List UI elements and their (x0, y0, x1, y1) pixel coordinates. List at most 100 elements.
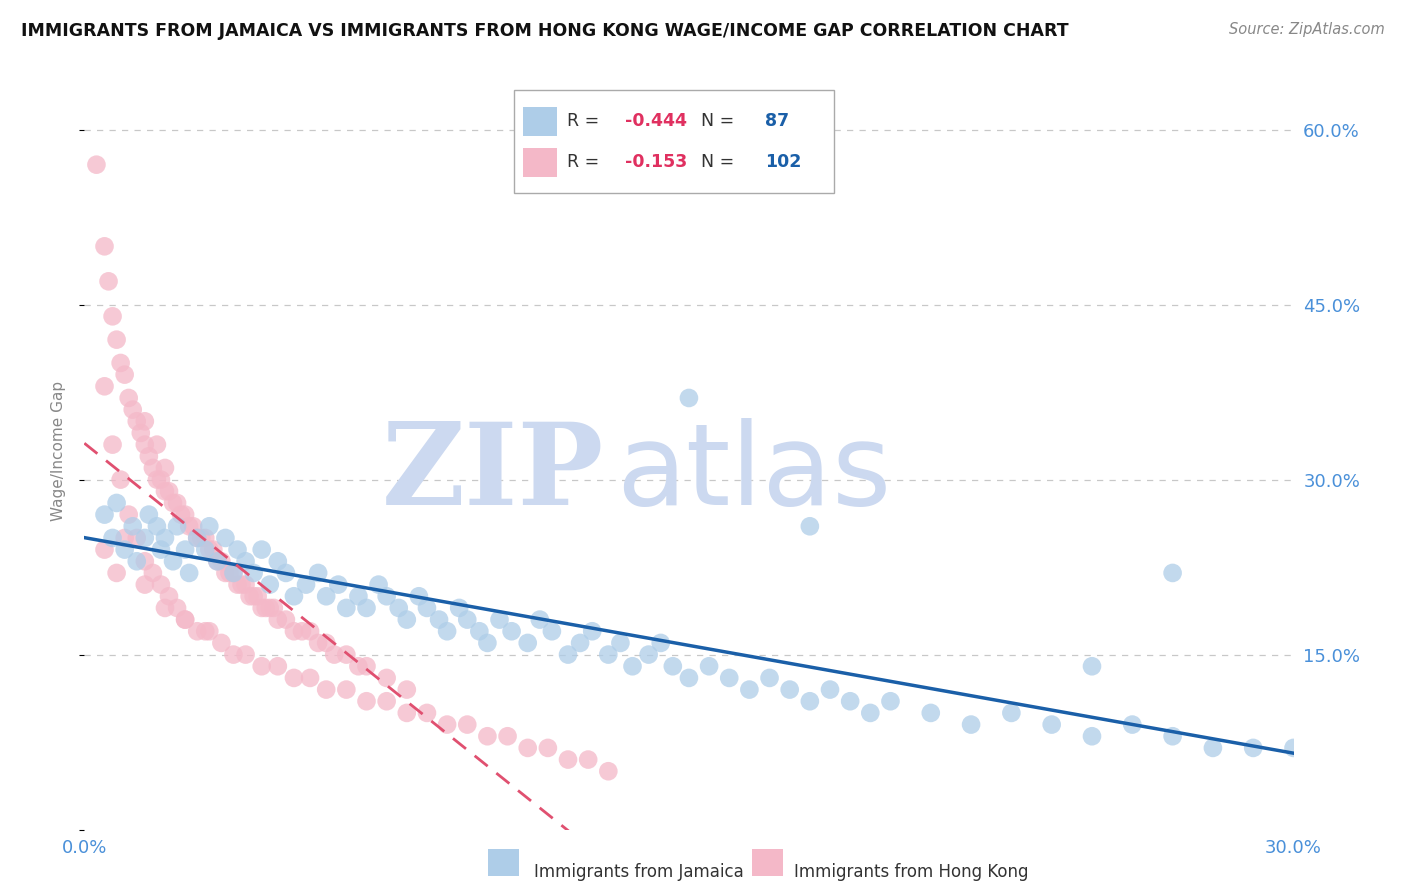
Point (267, 613, 290, 627)
Point (134, 577, 156, 591)
Point (254, 601, 277, 615)
Point (283, 671, 305, 685)
Point (134, 414, 156, 428)
Point (149, 542, 172, 557)
Point (118, 391, 141, 405)
Point (121, 519, 143, 533)
Point (650, 636, 672, 650)
Point (222, 566, 245, 580)
Text: Immigrants from Jamaica: Immigrants from Jamaica (534, 863, 744, 881)
Point (194, 542, 217, 557)
Point (166, 601, 188, 615)
Point (718, 671, 741, 685)
Point (662, 659, 685, 673)
Point (335, 648, 357, 662)
Point (134, 531, 156, 545)
Point (557, 753, 579, 767)
Point (235, 554, 257, 568)
Point (1081, 659, 1104, 673)
Point (110, 356, 132, 370)
Point (194, 624, 217, 639)
Point (678, 671, 700, 685)
Point (637, 648, 659, 662)
Point (335, 682, 357, 697)
Point (295, 577, 318, 591)
Point (162, 496, 184, 510)
Point (347, 589, 370, 603)
Point (501, 624, 523, 639)
Point (209, 554, 232, 568)
Point (307, 566, 329, 580)
Point (114, 368, 136, 382)
Point (449, 601, 471, 615)
Point (388, 601, 411, 615)
Point (146, 519, 169, 533)
Point (222, 648, 245, 662)
Point (242, 589, 264, 603)
Point (114, 531, 136, 545)
Point (541, 624, 564, 639)
Point (299, 624, 322, 639)
Point (198, 542, 221, 557)
Point (142, 566, 165, 580)
Point (101, 531, 124, 545)
Point (315, 589, 337, 603)
Point (307, 636, 329, 650)
Point (375, 694, 398, 708)
Point (477, 729, 499, 743)
Point (153, 461, 176, 475)
Point (93, 508, 115, 522)
Point (235, 577, 257, 591)
Point (259, 577, 281, 591)
Point (186, 531, 208, 545)
Point (920, 706, 942, 720)
Point (162, 554, 184, 568)
Point (93, 542, 115, 557)
Point (375, 589, 398, 603)
Point (149, 473, 172, 487)
Text: -0.444: -0.444 (624, 112, 688, 130)
Point (315, 682, 337, 697)
Point (125, 531, 148, 545)
Point (1161, 729, 1184, 743)
Point (496, 729, 519, 743)
Point (214, 531, 236, 545)
Point (97, 274, 120, 288)
Point (142, 461, 165, 475)
Point (477, 636, 499, 650)
Point (416, 601, 439, 615)
FancyBboxPatch shape (513, 90, 834, 193)
Point (367, 577, 389, 591)
Point (239, 589, 262, 603)
Point (170, 508, 193, 522)
Text: ZIP: ZIP (382, 417, 605, 529)
Point (859, 706, 882, 720)
Point (609, 636, 631, 650)
Point (110, 473, 132, 487)
Point (758, 671, 780, 685)
Point (347, 659, 370, 673)
Point (146, 473, 169, 487)
Point (408, 589, 430, 603)
Point (259, 601, 281, 615)
Point (799, 519, 821, 533)
Point (166, 519, 188, 533)
Point (267, 554, 290, 568)
Point (125, 414, 148, 428)
Text: -0.153: -0.153 (624, 153, 688, 171)
Point (114, 542, 136, 557)
Bar (488, 849, 519, 876)
Point (186, 624, 208, 639)
Point (697, 659, 720, 673)
Point (621, 659, 644, 673)
Point (157, 484, 180, 499)
Point (283, 589, 305, 603)
Text: atlas: atlas (616, 417, 891, 529)
Point (194, 531, 217, 545)
Point (86, 158, 108, 172)
Point (174, 613, 197, 627)
Point (250, 542, 273, 557)
Point (356, 659, 378, 673)
Point (576, 753, 599, 767)
Point (335, 601, 357, 615)
